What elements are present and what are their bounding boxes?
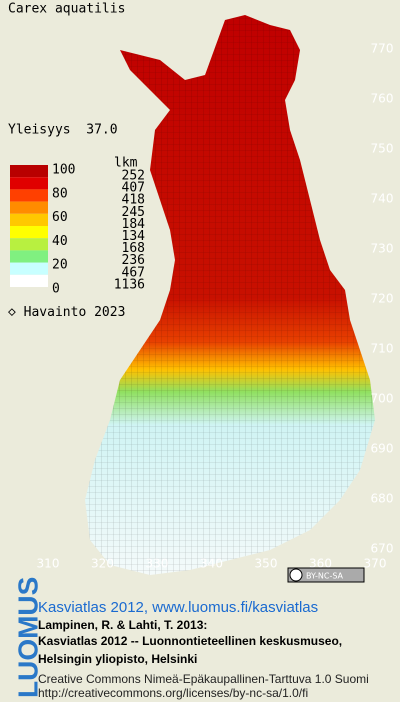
x-coordinate-label: 310 bbox=[37, 557, 60, 571]
license-text: Creative Commons Nimeä-Epäkaupallinen-Ta… bbox=[38, 672, 369, 686]
frequency: Yleisyys 37.0 bbox=[8, 123, 118, 138]
legend-count: 252 bbox=[122, 169, 145, 184]
legend-level: 100 bbox=[52, 163, 75, 178]
legend-count: 418 bbox=[122, 193, 145, 208]
cell-grid bbox=[85, 15, 375, 575]
y-coordinate-label: 760 bbox=[371, 92, 394, 106]
legend-count: 245 bbox=[122, 205, 145, 220]
legend-swatch bbox=[10, 274, 48, 287]
legend-count: 1136 bbox=[114, 277, 145, 292]
cc-icon bbox=[289, 568, 303, 582]
y-coordinate-label: 700 bbox=[371, 392, 394, 406]
legend-level: 60 bbox=[52, 210, 68, 225]
map bbox=[85, 15, 375, 575]
legend-swatch bbox=[10, 250, 48, 263]
atlas-link[interactable]: Kasviatlas 2012, www.luomus.fi/kasviatla… bbox=[38, 599, 318, 616]
legend-swatch bbox=[10, 238, 48, 251]
y-coordinate-label: 740 bbox=[371, 192, 394, 206]
x-coordinate-label: 330 bbox=[146, 557, 169, 571]
legend-swatch bbox=[10, 177, 48, 190]
legend-swatch bbox=[10, 165, 48, 178]
legend-count: 467 bbox=[122, 265, 145, 280]
legend-count: 134 bbox=[122, 229, 146, 244]
x-coordinate-label: 370 bbox=[364, 557, 387, 571]
legend-level: 0 bbox=[52, 282, 60, 297]
observation-label: Havainto 2023 bbox=[24, 305, 126, 320]
observation-legend: ◇ Havainto 2023 bbox=[8, 305, 125, 320]
y-coordinate-label: 720 bbox=[371, 292, 394, 306]
species-title: Carex aquatilis bbox=[8, 2, 125, 17]
license-url[interactable]: http://creativecommons.org/licenses/by-n… bbox=[38, 686, 308, 700]
badge-box bbox=[287, 567, 365, 583]
y-coordinate-label: 710 bbox=[371, 342, 394, 356]
legend-swatch bbox=[10, 213, 48, 226]
legend-count: 184 bbox=[122, 217, 146, 232]
legend-level: 40 bbox=[52, 234, 68, 249]
legend-count: 407 bbox=[122, 181, 145, 196]
y-coordinate-label: 690 bbox=[371, 442, 394, 456]
legend-swatch bbox=[10, 189, 48, 202]
y-coordinate-label: 770 bbox=[371, 42, 394, 56]
x-coordinate-label: 360 bbox=[309, 557, 332, 571]
citation-line: Lampinen, R. & Lahti, T. 2013: bbox=[38, 618, 207, 632]
legend-level: 20 bbox=[52, 258, 68, 273]
citation-line: Helsingin yliopisto, Helsinki bbox=[38, 652, 197, 666]
legend-swatch bbox=[10, 226, 48, 239]
x-coordinate-label: 350 bbox=[255, 557, 278, 571]
x-coordinate-label: 340 bbox=[200, 557, 223, 571]
x-coordinate-label: 320 bbox=[91, 557, 114, 571]
legend-swatch bbox=[10, 262, 48, 275]
y-coordinate-label: 750 bbox=[371, 142, 394, 156]
y-coordinate-label: 680 bbox=[371, 492, 394, 506]
count-header: lkm bbox=[114, 156, 138, 171]
badge-text: BY-NC-SA bbox=[306, 572, 344, 581]
legend-count: 168 bbox=[122, 241, 145, 256]
license-badge: BY-NC-SA bbox=[287, 567, 365, 583]
citation-line: Kasviatlas 2012 -- Luonnontieteellinen k… bbox=[38, 634, 342, 648]
legend-swatch bbox=[10, 201, 48, 214]
legend-count: 236 bbox=[122, 253, 145, 268]
logo: LUOMUS bbox=[12, 577, 43, 698]
legend-level: 80 bbox=[52, 186, 68, 201]
y-coordinate-label: 730 bbox=[371, 242, 394, 256]
y-coordinate-label: 670 bbox=[371, 542, 394, 556]
